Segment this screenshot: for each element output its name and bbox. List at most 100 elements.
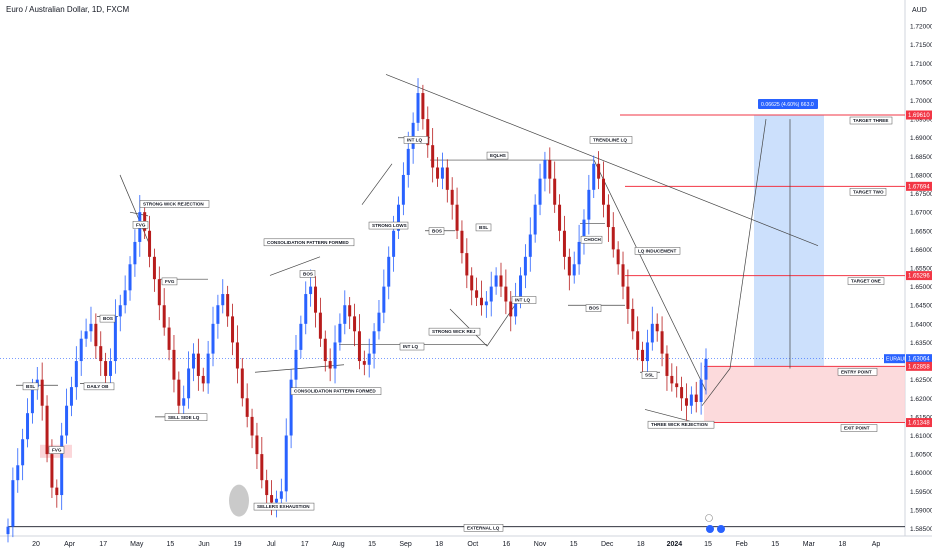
- candle-body: [182, 398, 186, 406]
- price-tag: [906, 361, 932, 371]
- candle-body: [255, 435, 259, 455]
- candle-body: [499, 275, 503, 287]
- annotation-label: BOS: [303, 271, 313, 276]
- candle-body: [645, 342, 649, 362]
- candle-body: [177, 379, 181, 406]
- candle-body: [504, 286, 508, 302]
- x-tick-label: Dec: [601, 541, 614, 548]
- x-tick-label: Oct: [467, 541, 478, 548]
- candle-body: [133, 241, 137, 265]
- chart-title: Euro / Australian Dollar, 1D, FXCM: [6, 5, 129, 14]
- candle-body: [172, 349, 176, 380]
- candle-body: [489, 286, 493, 302]
- annotation-label: BOS: [432, 229, 442, 234]
- x-tick-label: Feb: [736, 541, 748, 548]
- candle-body: [675, 383, 679, 388]
- candle-body: [157, 279, 161, 306]
- candle-body: [79, 338, 83, 362]
- annotation-label: SELLERS EXHAUSTION: [257, 504, 310, 509]
- level-label: TARGET ONE: [851, 279, 881, 284]
- candle-body: [528, 234, 532, 257]
- candle-body: [274, 498, 278, 503]
- candle-body: [40, 379, 44, 406]
- candle-body: [406, 148, 410, 175]
- trendline: [593, 159, 707, 391]
- flag-icon[interactable]: [717, 525, 725, 533]
- annotation-box: [634, 247, 681, 255]
- annotation-box: [580, 235, 603, 244]
- candle-body: [372, 331, 376, 354]
- candle-body: [250, 416, 254, 436]
- annotation-box: [463, 524, 504, 532]
- candle-body: [411, 122, 415, 149]
- candle-body: [660, 331, 664, 354]
- candle-body: [45, 405, 49, 455]
- annotation-label: BSL: [479, 225, 488, 230]
- annotation-box: [368, 221, 409, 230]
- candle-body: [470, 275, 474, 291]
- candle-body: [387, 256, 391, 287]
- y-tick-label: 1.71500: [910, 42, 932, 49]
- annotation-label: CONSOLIDATION PATTERN FORMED: [267, 240, 349, 245]
- annotation-box: [99, 314, 116, 323]
- level-label-box: [837, 368, 878, 376]
- candle-body: [655, 323, 659, 332]
- candle-body: [567, 256, 571, 276]
- candle-body: [314, 286, 318, 313]
- x-tick-label: Jul: [267, 541, 276, 548]
- candle-body: [353, 316, 357, 332]
- candle-body: [484, 301, 488, 306]
- candle-body: [694, 394, 698, 402]
- price-tag: [906, 354, 932, 364]
- annotation-label: STRONG WICK REJECTION: [143, 201, 204, 206]
- symbol-tag: [884, 354, 905, 364]
- y-tick-label: 1.60000: [910, 470, 932, 477]
- y-tick-label: 1.60500: [910, 452, 932, 459]
- annotation-box: [647, 420, 715, 429]
- candle-body: [601, 178, 605, 205]
- x-tick-label: 17: [99, 541, 107, 548]
- level-label: EXIT POINT: [844, 426, 870, 431]
- candle-body: [84, 331, 88, 339]
- measure-label: 0.06625 (4.60%) 663.0: [761, 102, 814, 108]
- level-label: TARGET THREE: [853, 118, 888, 123]
- candle-body: [191, 353, 195, 369]
- candle-body: [260, 454, 264, 481]
- candle-body: [65, 405, 69, 436]
- candle-body: [74, 361, 78, 388]
- annotation-label: FVG: [136, 222, 146, 227]
- candle-body: [592, 163, 596, 190]
- candle-body: [523, 256, 527, 276]
- candle-body: [436, 167, 440, 179]
- y-tick-label: 1.61000: [910, 433, 932, 440]
- candle-body: [201, 375, 205, 384]
- candle-body: [11, 480, 15, 527]
- annotation-label: STRONG WICK REJ: [432, 329, 476, 334]
- candle-body: [626, 286, 630, 309]
- candle-body: [206, 353, 210, 384]
- annotation-label: CHOCH: [584, 237, 602, 242]
- candle-body: [401, 174, 405, 205]
- candle-body: [377, 312, 381, 332]
- event-icon[interactable]: [705, 514, 713, 522]
- y-tick-label: 1.69500: [910, 117, 932, 124]
- y-tick-label: 1.71000: [910, 61, 932, 68]
- candle-body: [460, 230, 464, 254]
- price-tag-value: 1.69610: [908, 113, 930, 119]
- annotation-label: CONSOLIDATION PATTERN FORMED: [294, 389, 376, 394]
- trendline: [449, 308, 488, 347]
- target-zone: [754, 115, 824, 367]
- candle-body: [299, 323, 303, 350]
- x-tick-label: Aug: [332, 541, 345, 548]
- annotation-box: [164, 413, 208, 421]
- x-tick-label: 18: [839, 541, 847, 548]
- annotation-box: [589, 136, 633, 144]
- flag-icon[interactable]: [706, 525, 714, 533]
- candle-body: [538, 178, 542, 205]
- y-tick-label: 1.64500: [910, 303, 932, 310]
- x-tick-label: 15: [570, 541, 578, 548]
- candle-body: [636, 331, 640, 350]
- candle-body: [104, 361, 108, 376]
- annotation-box: [428, 227, 445, 235]
